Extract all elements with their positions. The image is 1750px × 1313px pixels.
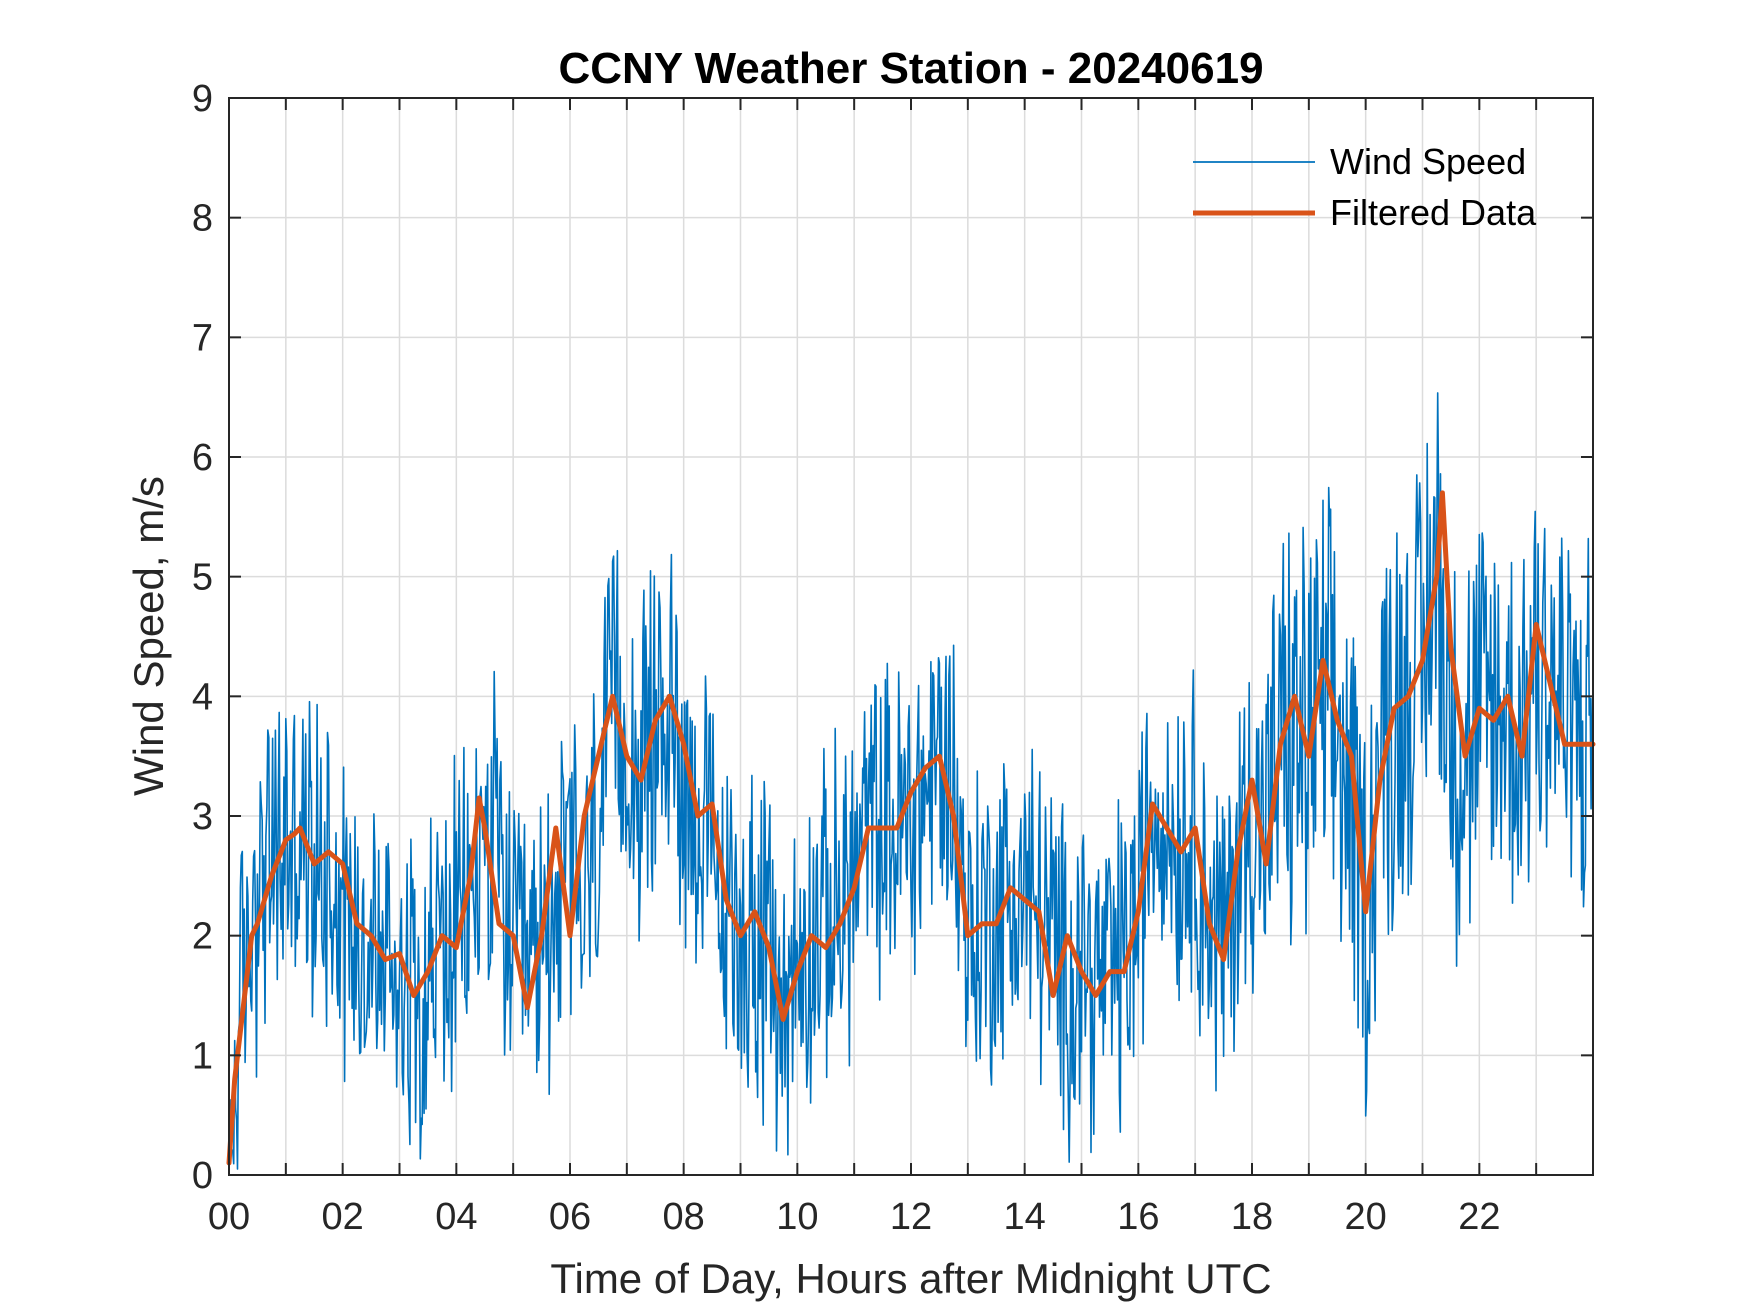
series-wind-speed-line xyxy=(228,392,1594,1170)
x-tick-label: 08 xyxy=(663,1196,705,1238)
x-tick-label: 00 xyxy=(208,1196,250,1238)
x-tick-label: 20 xyxy=(1345,1196,1387,1238)
x-tick-label: 12 xyxy=(890,1196,932,1238)
y-axis-label: Wind Speed, m/s xyxy=(125,476,172,796)
x-tick-label: 04 xyxy=(435,1196,477,1238)
legend: Wind Speed Filtered Data xyxy=(1193,141,1537,233)
legend-label-filtered-data: Filtered Data xyxy=(1330,192,1537,233)
y-tick-label: 5 xyxy=(192,557,213,599)
series-filtered-data-line xyxy=(226,490,1596,1166)
y-tick-label: 4 xyxy=(192,676,213,718)
y-tick-label: 2 xyxy=(192,916,213,958)
y-tick-label: 1 xyxy=(192,1035,213,1077)
x-tick-label: 02 xyxy=(322,1196,364,1238)
y-tick-label: 8 xyxy=(192,198,213,240)
y-tick-label: 9 xyxy=(192,78,213,120)
legend-label-wind-speed: Wind Speed xyxy=(1330,141,1526,182)
y-tick-label: 0 xyxy=(192,1155,213,1197)
x-tick-label: 14 xyxy=(1004,1196,1046,1238)
x-tick-label: 18 xyxy=(1231,1196,1273,1238)
x-tick-label: 16 xyxy=(1117,1196,1159,1238)
chart-title: CCNY Weather Station - 20240619 xyxy=(558,44,1263,93)
x-axis-label: Time of Day, Hours after Midnight UTC xyxy=(550,1255,1271,1302)
y-tick-label: 3 xyxy=(192,796,213,838)
y-tick-label: 6 xyxy=(192,437,213,479)
x-tick-label: 10 xyxy=(776,1196,818,1238)
x-tick-label: 22 xyxy=(1458,1196,1500,1238)
series-group xyxy=(226,392,1596,1170)
x-tick-label: 06 xyxy=(549,1196,591,1238)
y-tick-label: 7 xyxy=(192,317,213,359)
